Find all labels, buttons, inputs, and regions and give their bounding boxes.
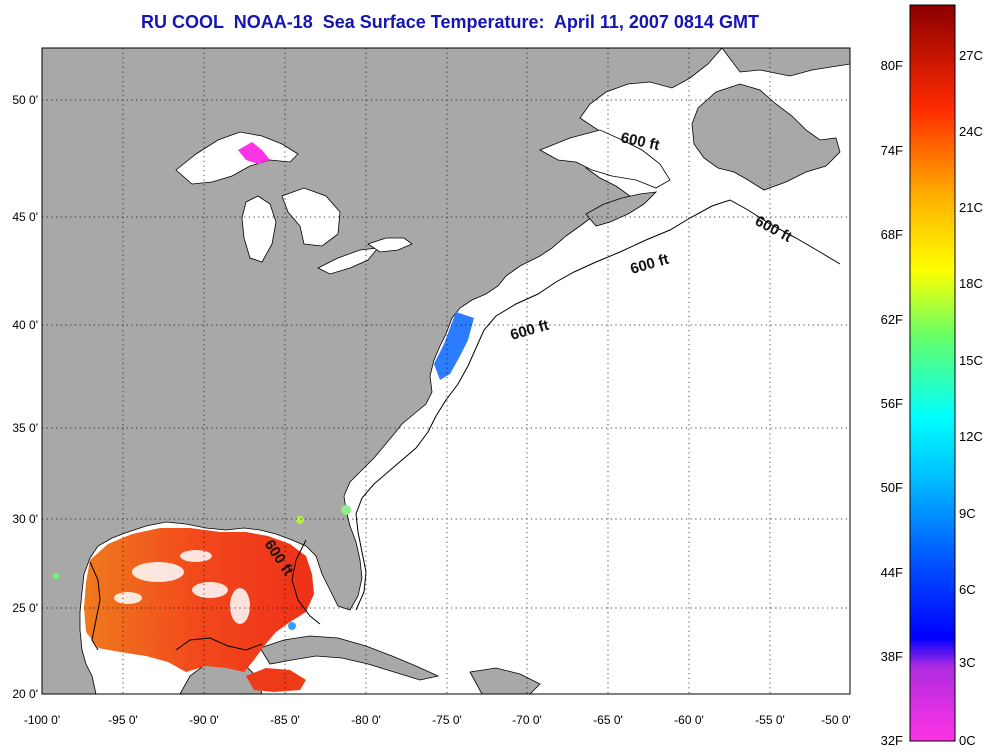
lon-tick-labels: -100 0' -95 0' -90 0' -85 0' -80 0' -75 … xyxy=(24,713,851,727)
lat-tick-label: 40 0' xyxy=(12,318,38,332)
lon-tick-label: -75 0' xyxy=(432,713,462,727)
lon-tick-label: -55 0' xyxy=(755,713,785,727)
land-nova-scotia xyxy=(585,191,658,227)
lat-tick-label: 35 0' xyxy=(12,421,38,435)
sst-caribbean-fringe xyxy=(246,668,306,692)
sst-coastal-cool-spots xyxy=(53,505,351,630)
lon-tick-label: -95 0' xyxy=(108,713,138,727)
colorbar-c-label: 6C xyxy=(959,582,976,597)
lon-tick-label: -70 0' xyxy=(512,713,542,727)
lon-tick-label: -85 0' xyxy=(270,713,300,727)
lake-superior xyxy=(175,131,299,185)
lat-tick-label: 30 0' xyxy=(12,512,38,526)
colorbar-c-label: 24C xyxy=(959,124,983,139)
lake-michigan xyxy=(241,195,277,263)
colorbar-f-label: 80F xyxy=(881,58,903,73)
cloud-patches xyxy=(114,550,250,624)
lon-tick-label: -80 0' xyxy=(351,713,381,727)
colorbar-f-label: 38F xyxy=(881,649,903,664)
lat-tick-label: 45 0' xyxy=(12,210,38,224)
lon-tick-label: -90 0' xyxy=(189,713,219,727)
lake-erie xyxy=(317,247,379,275)
lake-ontario xyxy=(367,237,413,253)
land-cuba xyxy=(259,635,440,681)
sst-superior-patch xyxy=(238,142,270,164)
colorbar xyxy=(909,4,956,742)
colorbar-c-label: 18C xyxy=(959,276,983,291)
colorbar-f-label: 32F xyxy=(881,733,903,748)
colorbar-f-label: 62F xyxy=(881,312,903,327)
colorbar-c-label: 21C xyxy=(959,200,983,215)
colorbar-c-label: 12C xyxy=(959,429,983,444)
colorbar-c-label: 27C xyxy=(959,48,983,63)
map-title: RU COOL NOAA-18 Sea Surface Temperature:… xyxy=(141,12,759,32)
colorbar-f-label: 68F xyxy=(881,227,903,242)
colorbar-c-label: 9C xyxy=(959,506,976,521)
lat-tick-label: 50 0' xyxy=(12,93,38,107)
colorbar-f-label: 44F xyxy=(881,565,903,580)
contour-600ft-lines xyxy=(89,199,841,651)
colorbar-c-label: 15C xyxy=(959,353,983,368)
colorbar-f-label: 50F xyxy=(881,480,903,495)
lat-tick-label: 25 0' xyxy=(12,601,38,615)
lat-tick-label: 20 0' xyxy=(12,687,38,701)
lon-tick-label: -100 0' xyxy=(24,713,60,727)
colorbar-c-label: 0C xyxy=(959,733,976,748)
colorbar-celsius-labels: 0C 3C 6C 9C 12C 15C 18C 21C 24C 27C xyxy=(959,48,983,748)
gulf-st-lawrence xyxy=(539,129,671,189)
sst-gulf-of-mexico xyxy=(84,528,314,672)
land-hispaniola xyxy=(469,667,541,694)
land-newfoundland xyxy=(691,83,841,191)
colorbar-f-label: 56F xyxy=(881,396,903,411)
colorbar-c-label: 3C xyxy=(959,655,976,670)
land-labrador xyxy=(721,48,850,77)
lon-tick-label: -65 0' xyxy=(593,713,623,727)
sst-mid-atlantic-band xyxy=(434,312,474,380)
lon-tick-label: -60 0' xyxy=(674,713,704,727)
colorbar-fahrenheit-labels: 32F 38F 44F 50F 56F 62F 68F 74F 80F xyxy=(881,58,903,748)
lat-tick-labels: 20 0' 25 0' 30 0' 35 0' 40 0' 45 0' 50 0… xyxy=(12,93,38,701)
colorbar-f-label: 74F xyxy=(881,143,903,158)
lon-tick-label: -50 0' xyxy=(821,713,851,727)
plot-frame xyxy=(41,47,851,695)
